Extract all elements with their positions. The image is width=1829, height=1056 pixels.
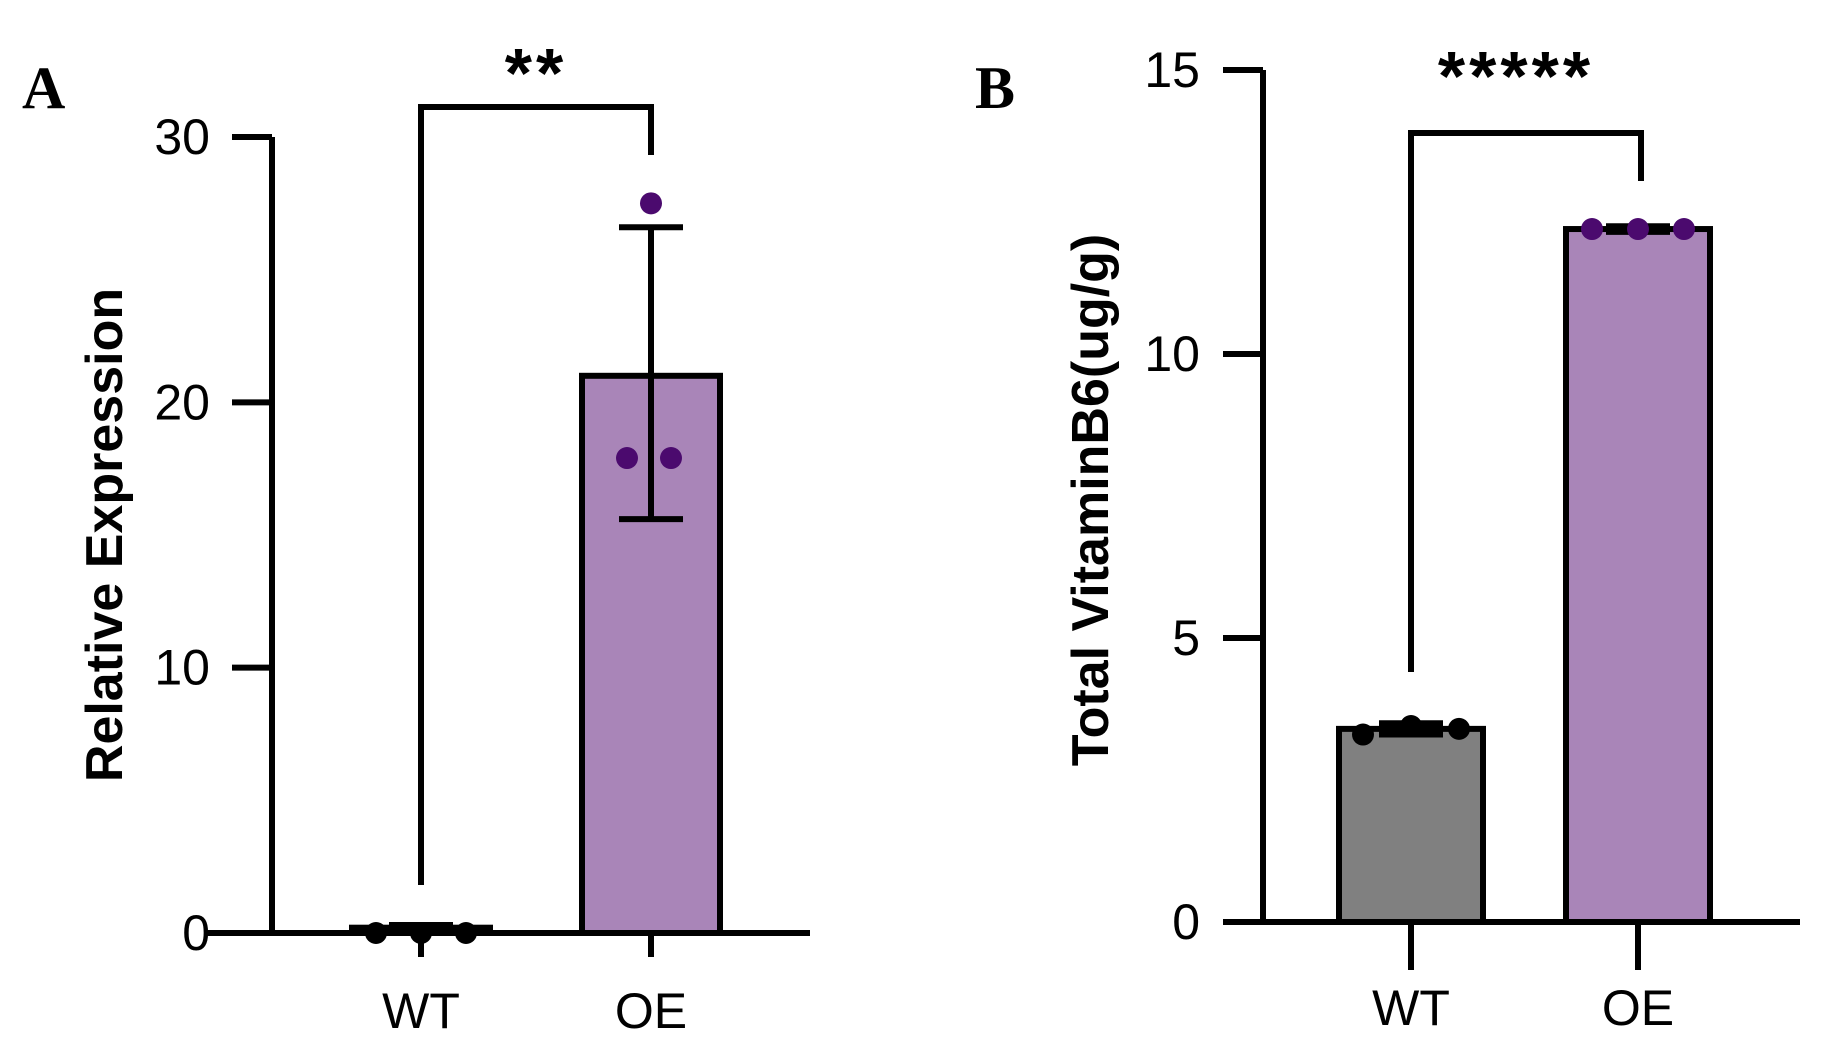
panel-a-ytick-label-3: 30 (154, 109, 210, 165)
panel-b-ytick-label-2: 10 (1144, 326, 1200, 382)
panel-a-letter: A (22, 55, 65, 121)
panel-b-significance-label: ***** (1438, 37, 1594, 115)
panel-b-point-oe-0 (1581, 218, 1603, 241)
panel-a-x-labels: WT OE (382, 983, 687, 1039)
panel-a-point-oe-2 (660, 447, 682, 470)
panel-b-xtick-label-wt: WT (1372, 980, 1450, 1036)
panel-a-point-oe-1 (616, 447, 638, 470)
panel-a-points (365, 192, 682, 944)
panel-b-x-labels: WT OE (1372, 980, 1674, 1036)
panel-a-significance-label: ** (505, 34, 567, 112)
panel-b-axes (1260, 70, 1800, 970)
panel-b-significance-bracket (1408, 130, 1644, 672)
panel-b-ytick-label-0: 0 (1172, 894, 1200, 950)
panel-a-point-oe-0 (640, 192, 662, 215)
panel-b-letter: B (975, 55, 1015, 121)
panel-b-point-wt-1 (1400, 715, 1422, 738)
panel-a-ytick-label-1: 10 (154, 640, 210, 696)
panel-a-ytick-label-2: 20 (154, 374, 210, 430)
panel-b-bar-wt (1336, 725, 1486, 925)
panel-a-xtick-label-wt: WT (382, 983, 460, 1039)
panel-a-significance-bracket (418, 104, 654, 885)
panel-b-ytick-label-3: 15 (1144, 42, 1200, 98)
panel-a-y-axis-title: Relative Expression (76, 288, 134, 782)
panel-b-point-oe-1 (1627, 218, 1649, 241)
panel-b-bar-oe (1563, 226, 1713, 926)
panel-b-xtick-label-oe: OE (1602, 980, 1674, 1036)
panel-b-point-wt-2 (1448, 717, 1470, 740)
panel-b-point-oe-2 (1673, 218, 1695, 241)
panel-b-bars (1336, 226, 1713, 926)
panel-b-points (1352, 218, 1695, 746)
panel-a-error-bar-oe (619, 224, 683, 523)
panel-b: B 0 5 10 15 WT OE Total VitaminB6(ug/g) ***… (975, 37, 1800, 1036)
panel-a-xtick-label-oe: OE (615, 983, 687, 1039)
panel-b-ytick-label-1: 5 (1172, 610, 1200, 666)
panel-b-point-wt-0 (1352, 723, 1374, 746)
panel-b-y-axis-title: Total VitaminB6(ug/g) (1062, 234, 1120, 767)
panel-a-axes (205, 137, 810, 957)
panel-b-y-ticks: 0 5 10 15 (1144, 42, 1263, 950)
